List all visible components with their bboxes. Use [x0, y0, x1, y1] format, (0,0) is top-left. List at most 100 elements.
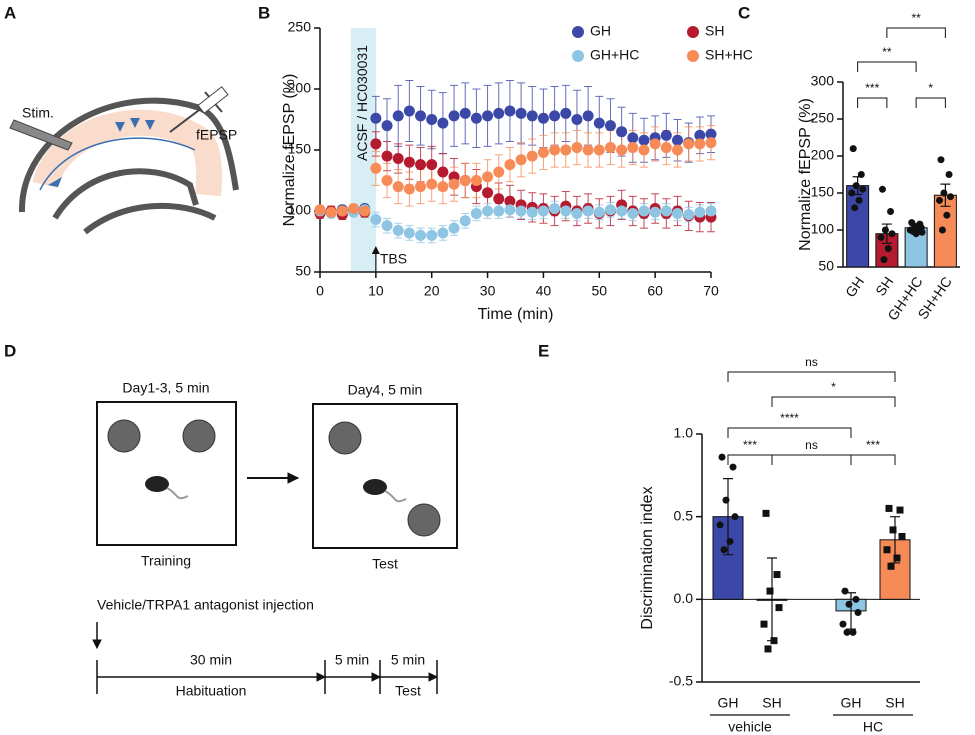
data-point: [683, 138, 695, 150]
data-point: [403, 156, 415, 168]
data-point: [426, 159, 438, 171]
y-tick-label: 250: [811, 110, 835, 126]
data-point: [849, 628, 857, 636]
outline: [83, 202, 217, 235]
data-point: [616, 205, 628, 217]
significance-label: *: [831, 380, 836, 394]
data-point: [671, 134, 683, 146]
data-point: [937, 156, 945, 164]
data-point: [504, 105, 516, 117]
x-tick-label: 10: [368, 283, 384, 299]
significance-bracket: [915, 97, 946, 108]
significance-bracket: [727, 454, 773, 465]
panel-label: E: [538, 341, 549, 360]
significance-label: ****: [780, 411, 799, 425]
data-point: [705, 137, 717, 149]
label: 5 min: [335, 652, 369, 668]
outline: [18, 97, 239, 213]
label: 30 min: [190, 652, 232, 668]
data-point: [426, 229, 438, 241]
significance-bracket: [886, 27, 946, 38]
data-point: [370, 112, 382, 124]
y-tick-label: 300: [811, 73, 835, 89]
axon: [39, 137, 196, 191]
data-point: [773, 571, 781, 579]
data-point: [571, 114, 583, 125]
data-point: [549, 203, 561, 215]
data-point: [515, 107, 527, 119]
data-point: [537, 112, 549, 124]
label: Day4, 5 min: [348, 382, 423, 398]
data-point: [370, 138, 382, 150]
legend-marker: [572, 50, 584, 62]
object: [182, 419, 216, 453]
data-point: [848, 189, 856, 197]
y-axis-label: Normalize fEPSP (%): [797, 98, 814, 251]
significance-label: ***: [866, 438, 880, 452]
y-tick-label: 100: [811, 221, 835, 237]
data-point: [537, 146, 549, 158]
stim-electrode: [9, 119, 73, 151]
data-point: [852, 595, 860, 603]
data-point: [604, 142, 616, 154]
data-point: [638, 205, 650, 217]
data-point: [638, 134, 650, 146]
neurons: [48, 118, 155, 187]
y-axis-label: Discrimination index: [639, 486, 656, 629]
data-point: [766, 587, 774, 595]
data-point: [705, 205, 717, 217]
x-tick-label: 20: [424, 283, 440, 299]
label: fEPSP: [196, 127, 237, 143]
x-tick-label: 0: [316, 283, 324, 299]
significance-bracket: [727, 427, 852, 438]
y-tick-label: 50: [295, 263, 311, 279]
x-tick-label: SH: [762, 695, 781, 711]
data-point: [504, 195, 516, 207]
data-point: [348, 203, 360, 215]
data-point: [694, 129, 706, 141]
data-point: [437, 227, 449, 239]
label: Stim.: [22, 105, 54, 121]
record-electrode: [197, 86, 229, 114]
data-point: [448, 110, 460, 122]
data-point: [381, 175, 393, 186]
arrow: [92, 639, 102, 650]
data-point: [415, 229, 427, 241]
significance-bracket: [771, 396, 896, 407]
data-point: [403, 227, 415, 239]
data-point: [943, 211, 951, 219]
object: [107, 419, 141, 453]
data-point: [881, 226, 889, 234]
data-point: [459, 175, 471, 186]
data-point: [392, 181, 404, 193]
significance-bracket: [857, 97, 888, 108]
data-point: [571, 207, 583, 219]
data-point: [515, 154, 527, 166]
data-point: [940, 189, 948, 197]
data-point: [336, 205, 348, 217]
y-tick-label: 150: [288, 141, 312, 157]
mouse: [363, 479, 407, 503]
shade-label: ACSF / HC030031: [354, 45, 370, 161]
significance-bracket: [850, 454, 896, 465]
object: [328, 421, 362, 455]
arena: [96, 401, 237, 546]
legend-label: GH: [590, 23, 611, 39]
data-point: [493, 205, 505, 217]
data-point: [762, 509, 770, 517]
data-point: [760, 620, 768, 628]
data-point: [638, 144, 650, 156]
data-point: [604, 120, 616, 132]
data-point: [649, 138, 661, 150]
data-point: [526, 206, 538, 218]
data-point: [660, 129, 672, 141]
data-point: [593, 144, 605, 156]
panel-label: C: [738, 3, 750, 22]
significance-bracket: [727, 371, 896, 382]
data-point: [775, 604, 783, 612]
data-point: [571, 142, 583, 154]
significance-label: **: [882, 45, 892, 59]
outline: [52, 168, 199, 220]
data-point: [415, 159, 427, 171]
data-point: [426, 114, 438, 125]
